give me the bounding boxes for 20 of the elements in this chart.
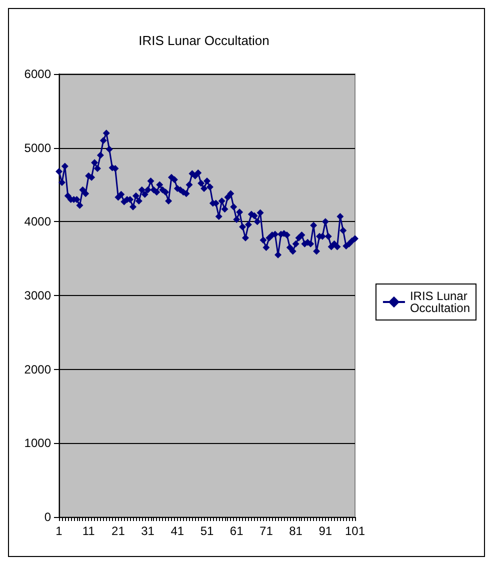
x-tick-label: 41 xyxy=(170,524,184,538)
chart-title: IRIS Lunar Occultation xyxy=(138,33,270,48)
y-tick-label: 4000 xyxy=(24,214,52,229)
x-tick-label: 91 xyxy=(318,524,332,538)
x-tick-label: 61 xyxy=(230,524,244,538)
x-tick-label: 31 xyxy=(141,524,155,538)
x-tick-label: 21 xyxy=(112,524,126,538)
legend-label: IRIS Lunar Occultation xyxy=(410,289,470,315)
x-tick-label: 1 xyxy=(56,524,63,538)
y-tick-label: 1000 xyxy=(24,436,52,450)
y-tick-label: 0 xyxy=(44,510,52,524)
y-tick-label: 6000 xyxy=(24,67,52,81)
x-tick-label: 81 xyxy=(289,524,303,538)
x-tick-label: 51 xyxy=(200,524,214,538)
y-tick-label: 3000 xyxy=(24,288,52,302)
y-tick-label: 2000 xyxy=(24,362,52,376)
y-tick-label: 5000 xyxy=(24,140,52,155)
x-tick-label: 101 xyxy=(344,524,366,538)
x-tick-label: 11 xyxy=(82,524,96,538)
x-tick-label: 71 xyxy=(260,524,274,538)
